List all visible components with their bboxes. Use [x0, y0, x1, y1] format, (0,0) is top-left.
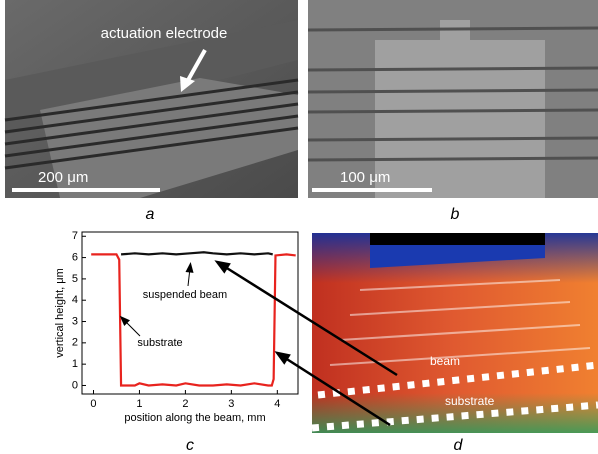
y-tick-label: 7: [72, 230, 78, 242]
x-tick-label: 1: [136, 398, 142, 410]
panel-label: b: [451, 206, 460, 223]
panel-b: 100 μm: [308, 0, 598, 198]
annotation: substrate: [445, 394, 495, 408]
y-axis-label: vertical height, μm: [54, 268, 66, 357]
figure: actuation electrode 200 μm a 100 μm b be…: [0, 0, 598, 454]
panel-a: actuation electrode 200 μm: [5, 0, 298, 198]
y-tick-label: 1: [72, 358, 78, 370]
annotation: substrate: [137, 337, 182, 349]
y-tick-label: 4: [72, 294, 78, 306]
y-tick-label: 6: [72, 251, 78, 263]
y-tick-label: 0: [72, 379, 78, 391]
y-tick-label: 2: [72, 337, 78, 349]
annotation: beam: [430, 354, 460, 368]
y-tick-label: 5: [72, 273, 78, 285]
annotation: actuation electrode: [101, 25, 228, 42]
x-tick-label: 2: [182, 398, 188, 410]
scale-label: 100 μm: [340, 169, 390, 186]
x-tick-label: 3: [228, 398, 234, 410]
annotation: suspended beam: [143, 289, 227, 301]
x-tick-label: 0: [90, 398, 96, 410]
x-axis-label: position along the beam, mm: [124, 412, 265, 424]
scale-label: 200 μm: [38, 169, 88, 186]
panel-label: c: [186, 437, 194, 454]
panel-label: d: [454, 437, 464, 454]
plot-area: [82, 232, 298, 394]
y-tick-label: 3: [72, 315, 78, 327]
x-tick-label: 4: [274, 398, 280, 410]
panel-label: a: [146, 206, 155, 223]
